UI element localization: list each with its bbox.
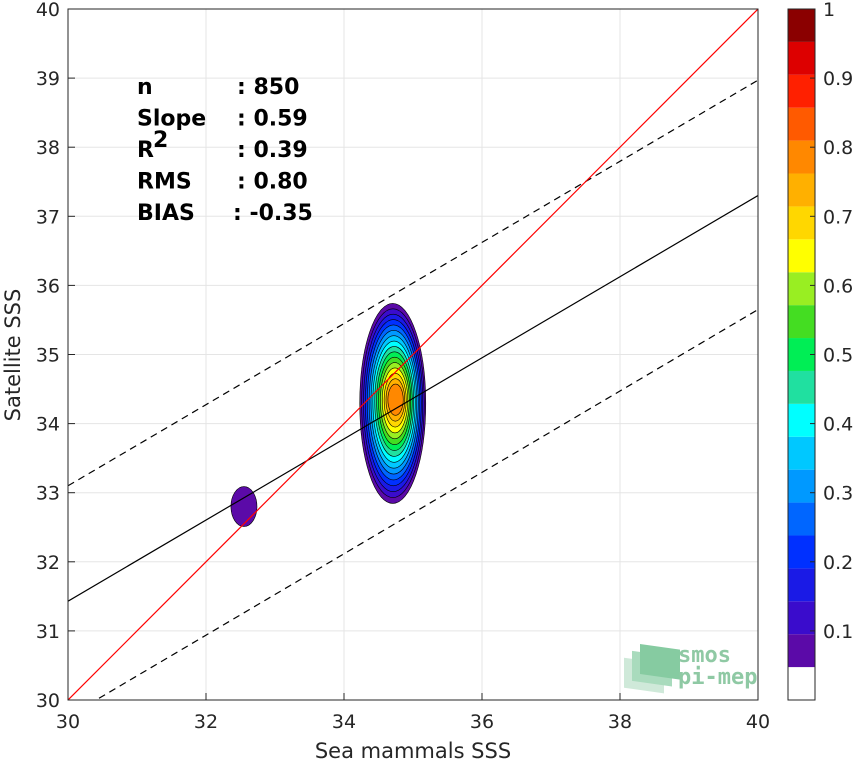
colorbar-segment (788, 502, 815, 536)
stat-superscript: 2 (153, 128, 168, 153)
x-axis-ticks: 30 32 34 36 38 40 (56, 693, 770, 733)
stat-label: BIAS (137, 201, 195, 226)
contour-level (387, 383, 404, 416)
colorbar-segment (788, 667, 815, 700)
colorbar-segment (788, 469, 815, 503)
x-tick-label: 36 (470, 711, 494, 733)
stat-value: : 0.39 (237, 138, 308, 163)
colorbar-tick-label: 0.7 (823, 206, 853, 228)
colorbar-segment (788, 206, 815, 240)
colorbar-segment (788, 41, 815, 75)
colorbar-segment (788, 305, 815, 339)
stat-value: : -0.35 (233, 201, 313, 226)
colorbar-segment (788, 535, 815, 569)
colorbar-tick-label: 0.3 (823, 483, 853, 505)
identity-line (68, 9, 758, 700)
colorbar-tick-label: 0.9 (823, 68, 853, 90)
colorbar-ticks: 0.1 0.2 0.3 0.4 0.5 0.6 0.7 0.8 0.9 1 (810, 0, 853, 643)
colorbar-tick-label: 1 (823, 0, 835, 21)
y-tick-label: 39 (36, 68, 60, 90)
colorbar-tick-label: 0.2 (823, 552, 853, 574)
colorbar-segment (788, 140, 815, 174)
stat-value: : 0.59 (237, 107, 308, 132)
smos-pi-mep-logo: smos pi-mep (624, 643, 757, 694)
x-tick-label: 30 (56, 711, 80, 733)
colorbar-segment (788, 9, 815, 42)
upper-band-line (68, 79, 758, 487)
colorbar-segment (788, 74, 815, 108)
y-tick-label: 30 (36, 690, 60, 712)
colorbar-tick-label: 0.5 (823, 345, 853, 367)
colorbar-segment (788, 436, 815, 470)
colorbar (787, 8, 816, 701)
y-tick-label: 38 (36, 137, 60, 159)
fit-line (68, 195, 758, 602)
colorbar-tick-label: 0.4 (823, 414, 853, 436)
y-tick-label: 35 (36, 345, 60, 367)
stat-label: R (137, 138, 154, 163)
statistics-box: n : 850 Slope : 0.59 R 2 : 0.39 RMS : 0.80 BIAS : … (137, 75, 313, 226)
density-contours (230, 303, 427, 527)
logo-text-pi-mep: pi-mep (678, 665, 757, 690)
y-axis-ticks: 30 31 32 33 34 35 36 37 38 39 40 (36, 0, 75, 712)
stat-label: n (137, 75, 153, 100)
colorbar-segment (788, 403, 815, 437)
colorbar-segment (788, 568, 815, 602)
regression-lines (68, 9, 758, 700)
y-tick-label: 40 (36, 0, 60, 21)
stat-value: : 850 (237, 75, 299, 100)
stat-value: : 0.80 (237, 170, 308, 195)
y-tick-label: 33 (36, 483, 60, 505)
stat-label: RMS (137, 170, 192, 195)
y-tick-label: 31 (36, 621, 60, 643)
colorbar-segment (788, 634, 815, 668)
x-tick-label: 34 (332, 711, 356, 733)
stat-label: Slope (137, 107, 206, 132)
colorbar-segment (788, 107, 815, 141)
x-axis-label: Sea mammals SSS (315, 739, 511, 763)
colorbar-segment (788, 239, 815, 273)
lower-band-line (94, 309, 758, 700)
y-tick-label: 36 (36, 275, 60, 297)
y-tick-label: 34 (36, 414, 60, 436)
colorbar-segment (788, 601, 815, 635)
colorbar-tick-label: 0.6 (823, 275, 853, 297)
x-tick-label: 38 (608, 711, 632, 733)
colorbar-segment (788, 173, 815, 207)
colorbar-segment (788, 272, 815, 306)
y-tick-label: 37 (36, 206, 60, 228)
logo-mark (624, 643, 680, 694)
colorbar-tick-label: 0.1 (823, 621, 853, 643)
x-tick-label: 40 (746, 711, 770, 733)
colorbar-tick-label: 0.8 (823, 137, 853, 159)
y-tick-label: 32 (36, 552, 60, 574)
x-tick-label: 32 (194, 711, 218, 733)
colorbar-segment (788, 370, 815, 404)
logo-text-smos: smos (678, 643, 731, 668)
y-axis-label: Satellite SSS (1, 289, 25, 422)
